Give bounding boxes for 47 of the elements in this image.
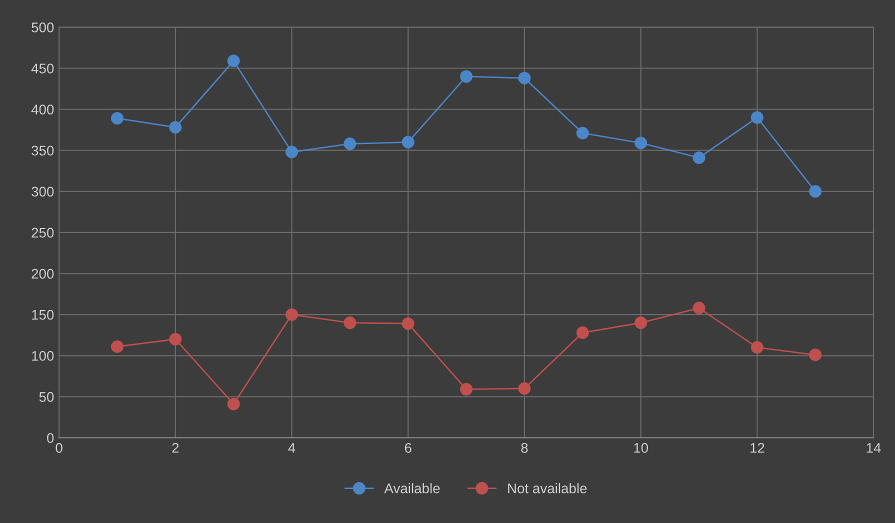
y-tick-label: 450 <box>31 64 54 74</box>
y-tick-label: 0 <box>47 433 54 443</box>
x-tick-label: 0 <box>56 442 62 453</box>
y-tick-label: 200 <box>32 268 54 279</box>
y-tick-label: 400 <box>31 104 54 114</box>
point <box>634 136 648 150</box>
point <box>518 382 531 395</box>
point <box>402 317 414 330</box>
point <box>518 72 531 84</box>
legend-label: Available <box>384 483 440 494</box>
point <box>460 383 473 396</box>
point <box>110 112 124 125</box>
y-tick-label: 50 <box>39 392 54 402</box>
point <box>169 332 182 346</box>
point <box>692 152 706 164</box>
x-tick-label: 2 <box>172 442 179 453</box>
point <box>750 111 764 124</box>
point <box>344 316 356 330</box>
x-tick-label: 4 <box>288 443 296 453</box>
y-tick-label: 350 <box>32 146 54 156</box>
point <box>227 54 240 68</box>
point <box>576 326 589 339</box>
y-tick-label: 100 <box>32 350 54 361</box>
point <box>286 146 298 158</box>
point <box>402 136 414 148</box>
x-tick-label: 10 <box>634 442 648 453</box>
point <box>344 138 356 150</box>
point <box>460 70 473 83</box>
point <box>634 316 648 330</box>
y-tick-label: 250 <box>32 228 54 238</box>
y-tick-label: 500 <box>32 22 54 32</box>
x-tick-label: 14 <box>866 443 881 453</box>
point <box>809 185 822 198</box>
point <box>809 348 822 362</box>
point <box>169 121 182 134</box>
legend-label: Not available <box>508 483 587 494</box>
point <box>110 340 124 353</box>
x-tick-label: 8 <box>521 442 528 453</box>
x-tick-label: 12 <box>750 442 764 453</box>
point <box>576 126 589 140</box>
point <box>692 302 706 314</box>
x-tick-label: 6 <box>404 442 412 453</box>
y-tick-label: 150 <box>32 310 54 320</box>
point <box>286 308 298 321</box>
point <box>227 398 240 410</box>
point <box>750 341 764 354</box>
y-tick-label: 300 <box>32 186 54 197</box>
